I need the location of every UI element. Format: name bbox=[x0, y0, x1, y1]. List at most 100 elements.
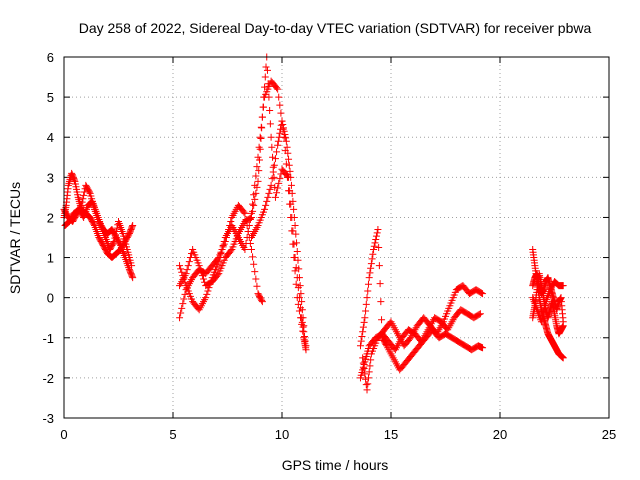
data-point-interp bbox=[360, 365, 368, 373]
data-point-interp bbox=[244, 227, 252, 235]
data-point-interp bbox=[367, 264, 375, 272]
data-point-interp bbox=[250, 260, 258, 268]
data-point-interp bbox=[240, 208, 248, 216]
data-point-interp bbox=[298, 298, 306, 306]
data-point bbox=[302, 342, 310, 350]
data-point-interp bbox=[292, 230, 300, 238]
data-point-interp bbox=[541, 301, 549, 309]
data-point-interp bbox=[301, 332, 309, 340]
data-point-interp bbox=[255, 167, 263, 175]
data-point-interp bbox=[362, 381, 370, 389]
data-point-interp bbox=[282, 134, 290, 142]
data-point-interp bbox=[265, 189, 273, 197]
data-point-interp bbox=[183, 266, 191, 274]
data-point-interp bbox=[246, 214, 254, 222]
data-point-interp bbox=[281, 131, 289, 139]
data-point bbox=[110, 238, 118, 246]
data-point-interp bbox=[251, 195, 259, 203]
data-point-interp bbox=[274, 137, 282, 145]
data-point-interp bbox=[255, 156, 263, 164]
data-point-interp bbox=[177, 309, 185, 317]
data-point-interp bbox=[298, 318, 306, 326]
data-point-interp bbox=[262, 201, 270, 209]
data-point-interp bbox=[220, 238, 228, 246]
data-point-interp bbox=[293, 248, 301, 256]
y-axis-label: SDTVAR / TECUs bbox=[7, 182, 23, 294]
data-point-interp bbox=[253, 183, 261, 191]
data-point-interp bbox=[359, 359, 367, 367]
data-point-interp bbox=[475, 310, 483, 318]
data-point bbox=[271, 193, 279, 201]
data-point-interp bbox=[245, 221, 253, 229]
data-point-interp bbox=[286, 167, 294, 175]
data-point-interp bbox=[273, 189, 281, 197]
x-tick-label: 0 bbox=[60, 427, 67, 442]
data-point-interp bbox=[362, 375, 370, 383]
series-track-j bbox=[359, 282, 487, 394]
data-point-interp bbox=[258, 124, 266, 132]
data-point-interp bbox=[295, 307, 303, 315]
data-point-interp bbox=[219, 242, 227, 250]
data-point-interp bbox=[276, 101, 284, 109]
series-track-c bbox=[61, 197, 136, 270]
data-point-interp bbox=[378, 316, 386, 324]
data-point bbox=[128, 262, 136, 270]
data-point bbox=[247, 246, 255, 254]
data-point-interp bbox=[79, 195, 87, 203]
data-point-interp bbox=[375, 244, 383, 252]
series-track-n bbox=[529, 278, 567, 326]
data-point-interp bbox=[362, 307, 370, 315]
data-point-interp bbox=[295, 294, 303, 302]
data-point-interp bbox=[253, 282, 261, 290]
data-point bbox=[267, 133, 275, 141]
data-point-interp bbox=[289, 227, 297, 235]
data-point bbox=[282, 137, 290, 145]
data-point-interp bbox=[253, 163, 261, 171]
data-point-interp bbox=[360, 318, 368, 326]
data-point bbox=[370, 246, 378, 254]
data-point bbox=[241, 246, 249, 254]
data-point-interp bbox=[185, 258, 193, 266]
data-point-interp bbox=[539, 311, 547, 319]
data-point-interp bbox=[288, 189, 296, 197]
data-point-interp bbox=[128, 223, 136, 231]
y-tick-label: 1 bbox=[47, 251, 54, 266]
data-point-interp bbox=[364, 287, 372, 295]
data-point-interp bbox=[200, 275, 208, 283]
data-point-interp bbox=[279, 121, 287, 129]
data-point-interp bbox=[263, 197, 271, 205]
data-point bbox=[195, 262, 203, 270]
data-point-interp bbox=[277, 125, 285, 133]
series-track-g bbox=[247, 117, 308, 330]
data-point-interp bbox=[477, 289, 485, 297]
data-point bbox=[77, 201, 85, 209]
y-tick-label: 2 bbox=[47, 210, 54, 225]
data-point-interp bbox=[371, 239, 379, 247]
data-point-interp bbox=[197, 268, 205, 276]
data-point-interp bbox=[298, 306, 306, 314]
data-point-interp bbox=[178, 268, 186, 276]
data-point bbox=[258, 298, 266, 306]
data-point bbox=[559, 354, 567, 362]
data-point-interp bbox=[364, 280, 372, 288]
data-point-interp bbox=[369, 250, 377, 258]
data-point-interp bbox=[282, 160, 290, 168]
x-tick-label: 25 bbox=[602, 427, 616, 442]
data-point-interp bbox=[257, 135, 265, 143]
data-point-interp bbox=[357, 337, 365, 345]
data-point-interp bbox=[283, 143, 291, 151]
data-point-interp bbox=[179, 300, 187, 308]
data-point-interp bbox=[361, 370, 369, 378]
data-point-interp bbox=[70, 176, 78, 184]
data-point-interp bbox=[269, 168, 277, 176]
y-tick-label: 4 bbox=[47, 130, 54, 145]
data-point-interp bbox=[364, 380, 372, 388]
data-point-interp bbox=[372, 232, 380, 240]
data-point-interp bbox=[252, 172, 260, 180]
data-point-interp bbox=[184, 262, 192, 270]
data-point-interp bbox=[268, 175, 276, 183]
data-point-interp bbox=[261, 73, 269, 81]
grid bbox=[64, 57, 609, 418]
data-point-interp bbox=[275, 133, 283, 141]
data-point bbox=[176, 262, 184, 270]
